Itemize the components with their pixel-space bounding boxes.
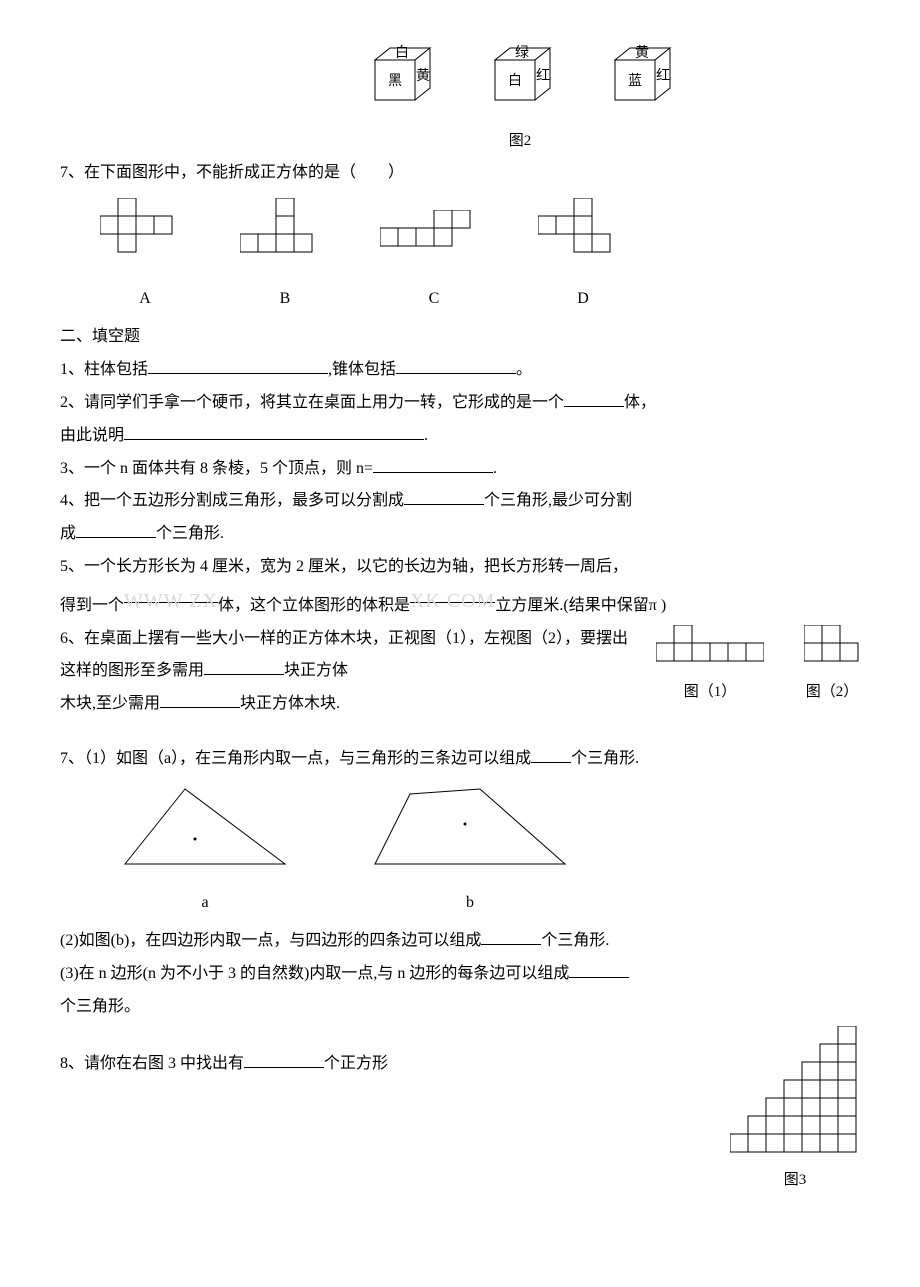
- nets-row: A B C: [100, 198, 860, 314]
- f2-c: 由此说明: [60, 427, 124, 444]
- f5-a: 5、一个长方形长为 4 厘米，宽为 2 厘米，以它的长边为轴，把长方形转一周后，: [60, 558, 628, 575]
- cubes-caption: 图2: [340, 128, 700, 155]
- net-d-label: D: [538, 285, 628, 314]
- f6-a: 6、在桌面上摆有一些大小一样的正方体木块，正视图（1），左视图（2），要摆出: [60, 630, 628, 647]
- f7-blank1: [531, 746, 571, 763]
- f7-p2a: (2)如图(b)，在四边形内取一点，与四边形的四条边可以组成: [60, 932, 481, 949]
- f6-e: 块正方体木块.: [240, 695, 340, 712]
- net-d: D: [538, 198, 628, 314]
- fill-3: 3、一个 n 面体共有 8 条棱，5 个顶点，则 n=.: [60, 455, 860, 484]
- cube2-top: 绿: [515, 45, 529, 61]
- fill-7-p3b: 个三角形。: [60, 993, 860, 1022]
- net-c: C: [380, 210, 488, 314]
- f1-blank1: [148, 357, 328, 374]
- f4-c: 成: [60, 525, 76, 542]
- f7-blank2: [481, 928, 541, 945]
- f7-p1a: 7、（1）如图（a），在三角形内取一点，与三角形的三条边可以组成: [60, 750, 531, 767]
- fill-6-block: 图（1） 图（2） 6、在桌面上摆有一些大小一样的正方体木块，正视图（1），左视…: [60, 625, 860, 723]
- staircase-svg: [730, 1026, 860, 1156]
- f4-blank2: [76, 521, 156, 538]
- net-c-label: C: [380, 285, 488, 314]
- net-a-label: A: [100, 285, 190, 314]
- f2-d: .: [424, 427, 428, 444]
- tri-b-label: b: [370, 889, 570, 918]
- f7-p2b: 个三角形.: [541, 932, 609, 949]
- cube-3: 黄 蓝 红: [595, 40, 685, 120]
- f6-blank2: [160, 691, 240, 708]
- f6-b: 这样的图形至多需用: [60, 662, 204, 679]
- watermark: WWW ZX: [124, 590, 218, 612]
- cube2-right: 红: [536, 68, 550, 84]
- f5-d: 立方厘米.(结果中保留π ): [495, 597, 666, 614]
- f2-a: 2、请同学们手拿一个硬币，将其立在桌面上用力一转，它形成的是一个: [60, 394, 564, 411]
- f5-blank2: XK COM: [410, 586, 495, 603]
- f6-d: 木块,至少需用: [60, 695, 160, 712]
- f2-blank2: [124, 423, 424, 440]
- cube3-top: 黄: [635, 44, 649, 61]
- f7-p1b: 个三角形.: [571, 750, 639, 767]
- view2-label: 图（2）: [804, 679, 860, 706]
- q7-text: 7、在下面图形中，不能折成正方体的是（ ）: [60, 159, 860, 188]
- fill-7-p1: 7、（1）如图（a），在三角形内取一点，与三角形的三条边可以组成 个三角形.: [60, 745, 860, 774]
- fill-8-block: 图3 8、请你在右图 3 中找出有 个正方形: [60, 1026, 860, 1194]
- f3-blank: [373, 456, 493, 473]
- f3-a: 3、一个 n 面体共有 8 条棱，5 个顶点，则 n=: [60, 460, 373, 477]
- staircase-figure: 图3: [730, 1026, 860, 1194]
- cube1-top: 白: [395, 45, 409, 61]
- fill-1: 1、柱体包括 ,锥体包括 。: [60, 356, 860, 385]
- f1-c: 。: [516, 361, 532, 378]
- cube1-right: 黄: [416, 67, 430, 84]
- tri-a-label: a: [120, 889, 290, 918]
- view-1: 图（1）: [656, 625, 764, 707]
- fill-7-p2: (2)如图(b)，在四边形内取一点，与四边形的四条边可以组成 个三角形.: [60, 927, 860, 956]
- view1-label: 图（1）: [656, 679, 764, 706]
- fill-7-p3: (3)在 n 边形(n 为不小于 3 的自然数)内取一点,与 n 边形的每条边可…: [60, 960, 860, 989]
- fill-2: 2、请同学们手拿一个硬币，将其立在桌面上用力一转，它形成的是一个 体，: [60, 389, 860, 418]
- fill-4-line2: 成 个三角形.: [60, 520, 860, 549]
- f8-blank: [244, 1051, 324, 1068]
- f8-a: 8、请你在右图 3 中找出有: [60, 1055, 244, 1072]
- f1-b: ,锥体包括: [328, 361, 396, 378]
- f5-blank1: WWW ZX: [124, 586, 218, 603]
- fill-4: 4、把一个五边形分割成三角形，最多可以分割成 个三角形,最少可分割: [60, 487, 860, 516]
- fill-5-line2: 得到一个WWW ZX体，这个立体图形的体积是XK COM立方厘米.(结果中保留π…: [60, 586, 860, 621]
- f4-a: 4、把一个五边形分割成三角形，最多可以分割成: [60, 492, 404, 509]
- cube-1: 白 黑 黄: [355, 40, 445, 120]
- view-2: 图（2）: [804, 625, 860, 707]
- f6-c: 块正方体: [284, 662, 348, 679]
- f7-p3b-text: 个三角形。: [60, 998, 140, 1015]
- net-b: B: [240, 198, 330, 314]
- cube-2: 绿 白 红: [475, 40, 565, 120]
- fill-5: 5、一个长方形长为 4 厘米，宽为 2 厘米，以它的长边为轴，把长方形转一周后，: [60, 553, 860, 582]
- fill-heading: 二、填空题: [60, 323, 860, 352]
- views-figures: 图（1） 图（2）: [656, 625, 860, 707]
- f6-blank1: [204, 658, 284, 675]
- cube3-left: 蓝: [628, 73, 642, 89]
- f2-b: 体，: [624, 394, 656, 411]
- f4-blank1: [404, 488, 484, 505]
- net-b-label: B: [240, 285, 330, 314]
- f1-blank2: [396, 357, 516, 374]
- f7-blank3: [569, 961, 629, 978]
- f5-c: 体，这个立体图形的体积是: [218, 597, 410, 614]
- quad-b: b: [370, 784, 570, 918]
- f7-p3a: (3)在 n 边形(n 为不小于 3 的自然数)内取一点,与 n 边形的每条边可…: [60, 965, 569, 982]
- cube3-right: 红: [656, 68, 670, 84]
- cube2-left: 白: [508, 73, 522, 89]
- cubes-figure: 白 黑 黄 绿 白 红 黄 蓝 红 图2: [340, 40, 700, 155]
- fill-2-line2: 由此说明.: [60, 422, 860, 451]
- fig3-label: 图3: [730, 1167, 860, 1194]
- triangles-row: a b: [120, 784, 860, 918]
- net-a: A: [100, 198, 190, 314]
- f1-a: 1、柱体包括: [60, 361, 148, 378]
- watermark2: XK COM: [410, 590, 495, 612]
- triangle-a: a: [120, 784, 290, 918]
- f4-b: 个三角形,最少可分割: [484, 492, 632, 509]
- f4-d: 个三角形.: [156, 525, 224, 542]
- f2-blank1: [564, 390, 624, 407]
- f3-b: .: [493, 460, 497, 477]
- f5-b: 得到一个: [60, 597, 124, 614]
- cube1-left: 黑: [388, 74, 402, 89]
- f8-b: 个正方形: [324, 1055, 388, 1072]
